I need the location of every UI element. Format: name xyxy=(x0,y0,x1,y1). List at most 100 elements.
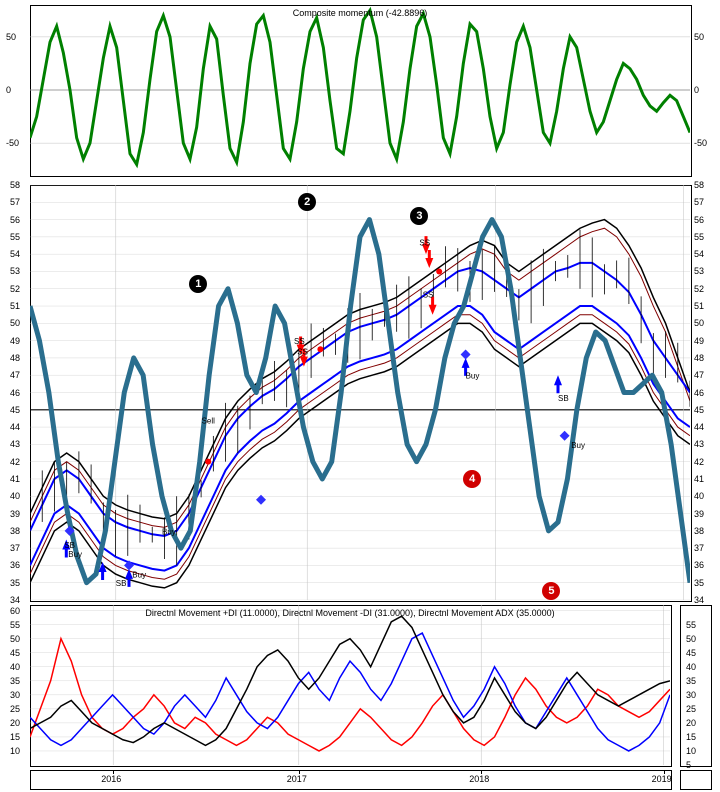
svg-text:SB: SB xyxy=(558,394,569,403)
y-tick: 25 xyxy=(10,704,20,714)
y-tick: 57 xyxy=(694,197,704,207)
y-tick: 20 xyxy=(686,718,696,728)
y-tick: 39 xyxy=(694,509,704,519)
y-tick: 35 xyxy=(10,676,20,686)
y-tick: 35 xyxy=(686,676,696,686)
y-tick: 25 xyxy=(686,704,696,714)
y-tick: 40 xyxy=(694,491,704,501)
svg-text:Buy: Buy xyxy=(132,571,146,580)
y-tick: 50 xyxy=(10,634,20,644)
y-tick: 10 xyxy=(10,746,20,756)
y-tick: 44 xyxy=(10,422,20,432)
x-tick: 2017 xyxy=(287,774,307,784)
y-tick: 50 xyxy=(686,634,696,644)
y-tick: 34 xyxy=(694,595,704,605)
y-tick: 41 xyxy=(694,474,704,484)
chart-container: Composite momentum (-42.8896) -50 -50 0 0 50 5… xyxy=(0,0,720,792)
y-tick: 56 xyxy=(10,215,20,225)
y-tick: 54 xyxy=(10,249,20,259)
y-tick: 38 xyxy=(10,526,20,536)
y-tick: 35 xyxy=(694,578,704,588)
svg-text:SS: SS xyxy=(294,337,305,346)
y-tick: 45 xyxy=(10,405,20,415)
dmi-title: Directnl Movement +DI (11.0000), Directn… xyxy=(30,608,670,618)
y-tick: 60 xyxy=(10,606,20,616)
svg-text:Buy: Buy xyxy=(68,550,82,559)
y-tick: 10 xyxy=(686,746,696,756)
y-tick: 41 xyxy=(10,474,20,484)
svg-text:Buy: Buy xyxy=(162,527,176,536)
y-tick: 36 xyxy=(694,560,704,570)
wave-marker-1: 1 xyxy=(189,275,207,293)
y-tick: 20 xyxy=(10,718,20,728)
svg-text:SS: SS xyxy=(297,347,308,356)
y-tick: 35 xyxy=(10,578,20,588)
y-tick: 5 xyxy=(686,760,691,770)
y-tick: 37 xyxy=(694,543,704,553)
y-tick: 54 xyxy=(694,249,704,259)
y-tick: 45 xyxy=(10,648,20,658)
y-tick: 0 xyxy=(694,85,699,95)
x-axis xyxy=(30,770,672,790)
y-tick: -50 xyxy=(6,138,19,148)
y-tick: 50 xyxy=(694,32,704,42)
svg-text:SS: SS xyxy=(423,290,434,299)
svg-text:Buy: Buy xyxy=(571,441,585,450)
svg-text:SS: SS xyxy=(419,239,430,248)
y-tick: 55 xyxy=(686,620,696,630)
y-tick: 38 xyxy=(694,526,704,536)
svg-text:Sell: Sell xyxy=(202,417,216,426)
y-tick: 51 xyxy=(10,301,20,311)
y-tick: 58 xyxy=(694,180,704,190)
y-tick: 48 xyxy=(694,353,704,363)
y-tick: 39 xyxy=(10,509,20,519)
y-tick: 58 xyxy=(10,180,20,190)
y-tick: 50 xyxy=(6,32,16,42)
y-tick: 49 xyxy=(694,336,704,346)
y-tick: 34 xyxy=(10,595,20,605)
y-tick: -50 xyxy=(694,138,707,148)
x-tick: 2016 xyxy=(101,774,121,784)
y-tick: 40 xyxy=(686,662,696,672)
y-tick: 56 xyxy=(694,215,704,225)
y-tick: 57 xyxy=(10,197,20,207)
y-tick: 30 xyxy=(686,690,696,700)
y-tick: 15 xyxy=(10,732,20,742)
y-tick: 36 xyxy=(10,560,20,570)
y-tick: 55 xyxy=(694,232,704,242)
y-tick: 53 xyxy=(10,266,20,276)
y-tick: 48 xyxy=(10,353,20,363)
y-tick: 55 xyxy=(10,620,20,630)
y-tick: 52 xyxy=(10,284,20,294)
y-tick: 49 xyxy=(10,336,20,346)
y-tick: 30 xyxy=(10,690,20,700)
x-tick: 2018 xyxy=(469,774,489,784)
x-tick: 2019 xyxy=(652,774,672,784)
y-tick: 51 xyxy=(694,301,704,311)
y-tick: 53 xyxy=(694,266,704,276)
svg-text:SB: SB xyxy=(64,541,75,550)
y-tick: 42 xyxy=(10,457,20,467)
momentum-title: Composite momentum (-42.8896) xyxy=(30,8,690,18)
y-tick: 43 xyxy=(694,439,704,449)
y-tick: 0 xyxy=(6,85,11,95)
y-tick: 45 xyxy=(694,405,704,415)
y-tick: 50 xyxy=(694,318,704,328)
x-axis-right xyxy=(680,770,712,790)
y-tick: 47 xyxy=(694,370,704,380)
svg-text:SB: SB xyxy=(116,579,127,588)
y-tick: 40 xyxy=(10,662,20,672)
y-tick: 52 xyxy=(694,284,704,294)
y-tick: 55 xyxy=(10,232,20,242)
y-tick: 37 xyxy=(10,543,20,553)
y-tick: 42 xyxy=(694,457,704,467)
y-tick: 44 xyxy=(694,422,704,432)
svg-text:Buy: Buy xyxy=(466,372,480,381)
y-tick: 45 xyxy=(686,648,696,658)
y-tick: 15 xyxy=(686,732,696,742)
y-tick: 46 xyxy=(10,388,20,398)
y-tick: 47 xyxy=(10,370,20,380)
y-tick: 50 xyxy=(10,318,20,328)
y-tick: 40 xyxy=(10,491,20,501)
y-tick: 46 xyxy=(694,388,704,398)
